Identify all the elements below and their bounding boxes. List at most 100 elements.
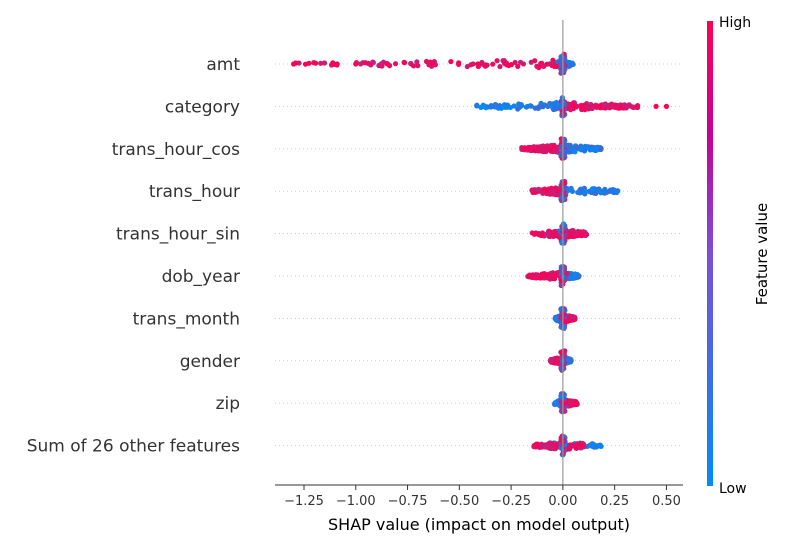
- point: [578, 102, 584, 109]
- point: [596, 443, 602, 449]
- point: [567, 107, 574, 113]
- point: [588, 442, 594, 448]
- point: [528, 273, 534, 279]
- point: [533, 230, 539, 236]
- point: [630, 104, 637, 110]
- point: [601, 102, 608, 108]
- point: [535, 186, 542, 192]
- point: [570, 443, 577, 449]
- point: [497, 63, 503, 70]
- point: [538, 232, 545, 238]
- x-tick-label: 0.00: [548, 494, 577, 509]
- point: [529, 230, 535, 236]
- point: [378, 61, 384, 67]
- point: [621, 102, 627, 109]
- point: [552, 315, 558, 322]
- point: [370, 59, 376, 66]
- point: [525, 145, 532, 151]
- point: [551, 233, 557, 239]
- point: [529, 187, 535, 193]
- point: [401, 60, 408, 66]
- point: [296, 60, 302, 66]
- point: [594, 104, 600, 110]
- point: [550, 445, 556, 451]
- point: [559, 111, 565, 118]
- point: [568, 272, 574, 278]
- point: [544, 143, 550, 149]
- point: [575, 274, 582, 280]
- point: [572, 231, 578, 237]
- point: [544, 272, 550, 278]
- point: [587, 103, 594, 109]
- point: [501, 104, 507, 110]
- point: [572, 149, 578, 155]
- point: [362, 60, 369, 66]
- feature-label-trans-month: trans_month: [133, 309, 240, 329]
- x-tick-label: 0.50: [652, 494, 681, 509]
- point: [542, 102, 548, 108]
- point: [561, 55, 567, 62]
- point: [559, 442, 565, 448]
- point: [550, 57, 556, 63]
- x-ticks: −1.25 −1.00 −0.75 −0.50 −0.25 0.00 0.25 0.50: [284, 485, 681, 509]
- feature-label-trans-hour-sin: trans_hour_sin: [116, 225, 240, 245]
- point: [561, 408, 567, 414]
- feature-label-gender: gender: [180, 352, 240, 372]
- point: [488, 102, 494, 109]
- point: [551, 142, 557, 148]
- colorbar-gradient: [707, 21, 713, 486]
- feature-points-trans-month: [552, 305, 578, 331]
- x-axis-title: SHAP value (impact on model output): [328, 515, 630, 534]
- point: [516, 104, 523, 110]
- point: [552, 400, 558, 406]
- point: [561, 319, 567, 325]
- point: [545, 231, 551, 237]
- feature-points-category: [474, 95, 670, 119]
- point: [558, 393, 564, 399]
- x-tick-label: 0.25: [600, 494, 629, 509]
- feature-label-category: category: [165, 97, 240, 117]
- point: [318, 60, 324, 66]
- colorbar-low-label: Low: [719, 481, 747, 497]
- point: [515, 63, 521, 69]
- point: [562, 400, 568, 406]
- point: [566, 149, 572, 155]
- point: [302, 61, 309, 67]
- point: [568, 228, 574, 234]
- point: [533, 442, 540, 448]
- point: [610, 187, 617, 194]
- feature-label-trans-hour-cos: trans_hour_cos: [112, 140, 240, 160]
- x-axis: −1.25 −1.00 −0.75 −0.50 −0.25 0.00 0.25 0.50: [275, 484, 683, 509]
- feature-label-dob-year: dob_year: [162, 267, 240, 287]
- feature-points-dob-year: [525, 264, 582, 289]
- point: [525, 103, 531, 109]
- point: [561, 306, 567, 312]
- point: [549, 357, 555, 363]
- point: [385, 61, 391, 67]
- point: [579, 106, 585, 113]
- point: [541, 444, 548, 450]
- feature-points-trans-hour-sin: [529, 221, 590, 246]
- point: [635, 103, 641, 109]
- point: [589, 186, 595, 192]
- point: [540, 272, 546, 278]
- colorbar-title: Feature value: [753, 203, 771, 305]
- point: [567, 313, 574, 320]
- outlier-point: [663, 103, 670, 109]
- feature-label-zip: zip: [216, 394, 240, 414]
- feature-points-amt: [291, 51, 576, 76]
- feature-points-gender: [547, 348, 574, 373]
- point: [551, 63, 557, 69]
- point: [581, 144, 587, 150]
- x-tick-label: −0.75: [388, 494, 428, 509]
- data-points: [291, 51, 670, 458]
- point: [507, 104, 514, 111]
- point: [589, 146, 595, 153]
- point: [552, 273, 559, 279]
- point: [570, 102, 576, 108]
- point: [532, 58, 538, 64]
- point: [532, 105, 538, 111]
- feature-label-amt: amt: [206, 55, 240, 75]
- point: [536, 148, 542, 154]
